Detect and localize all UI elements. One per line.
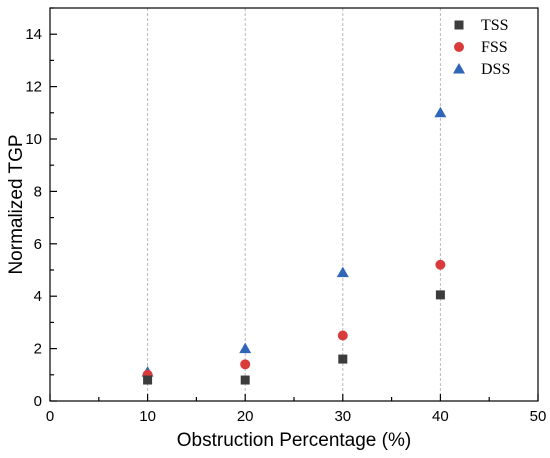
data-point-dss — [434, 106, 447, 118]
y-tick-label: 10 — [25, 131, 42, 148]
x-tick-label: 20 — [237, 408, 254, 425]
data-point-tss — [338, 354, 348, 364]
data-point-tss — [435, 290, 445, 300]
legend: TSS FSS DSS — [453, 17, 510, 78]
legend-marker-dss — [453, 63, 465, 74]
x-axis-title: Obstruction Percentage (%) — [177, 430, 411, 451]
x-tick-label: 30 — [334, 408, 351, 425]
legend-marker-fss — [454, 42, 464, 52]
x-tick-label: 50 — [530, 408, 547, 425]
plot-frame — [49, 7, 539, 402]
data-points — [141, 106, 447, 385]
data-point-tss — [143, 375, 153, 385]
data-point-fss — [240, 359, 251, 370]
data-point-fss — [435, 259, 446, 270]
y-axis-title: Normalized TGP — [6, 134, 27, 274]
axis-ticks — [49, 7, 539, 402]
x-tick-label: 40 — [432, 408, 449, 425]
data-point-tss — [240, 375, 250, 385]
legend-marker-tss — [454, 20, 464, 30]
x-tick-label: 0 — [46, 408, 54, 425]
data-point-dss — [336, 266, 349, 278]
x-tick-label: 10 — [139, 408, 156, 425]
y-tick-label: 12 — [25, 79, 42, 96]
grid-lines — [147, 8, 441, 401]
y-tick-label: 8 — [34, 183, 42, 200]
legend-label-dss: DSS — [481, 61, 510, 78]
legend-label-fss: FSS — [481, 39, 508, 56]
data-point-fss — [337, 330, 348, 341]
y-tick-label: 6 — [34, 236, 42, 253]
y-tick-label: 4 — [34, 288, 42, 305]
y-tick-label: 2 — [34, 341, 42, 358]
tick-labels: 0 10 20 30 40 50 0 2 4 6 8 10 12 14 — [25, 26, 546, 425]
legend-label-tss: TSS — [481, 17, 509, 34]
y-tick-label: 0 — [34, 393, 42, 410]
data-point-dss — [239, 342, 252, 354]
y-tick-label: 14 — [25, 26, 42, 43]
